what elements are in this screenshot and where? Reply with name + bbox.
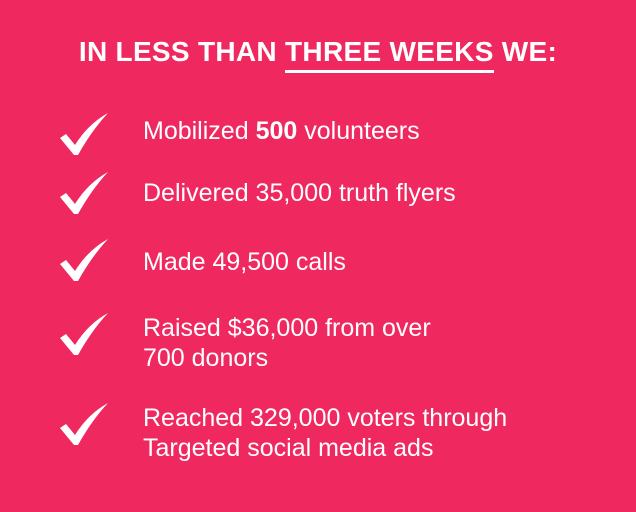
title-after: WE:	[501, 36, 558, 67]
item-line: Reached 329,000 voters through	[143, 404, 508, 432]
item-line: Raised $36,000 from over	[143, 314, 431, 342]
checkmark	[60, 403, 108, 445]
item-text: Mobilized	[143, 117, 249, 145]
item-bold: 500	[255, 117, 298, 145]
item: Made 49,500 calls	[143, 247, 346, 277]
checkmark	[60, 172, 108, 214]
title: IN LESS THAN THREE WEEKS WE:	[0, 36, 636, 73]
item: Reached 329,000 voters through Targeted s…	[143, 403, 507, 463]
item: Mobilized 500 volunteers	[143, 116, 420, 146]
title-before: IN LESS THAN	[78, 36, 277, 67]
item: Delivered 35,000 truth flyers	[143, 178, 456, 208]
checkmark	[60, 239, 108, 281]
item: Raised $36,000 from over 700 donors	[143, 313, 431, 373]
item-line: 700 donors	[143, 344, 269, 372]
title-underlined: THREE WEEKS	[285, 38, 494, 73]
item-line: Made 49,500 calls	[143, 248, 346, 276]
item-line: Delivered 35,000 truth flyers	[143, 179, 456, 207]
checkmark	[60, 113, 108, 155]
checkmark	[60, 313, 108, 355]
item-text: volunteers	[304, 117, 420, 145]
item-line: Targeted social media ads	[143, 434, 434, 462]
